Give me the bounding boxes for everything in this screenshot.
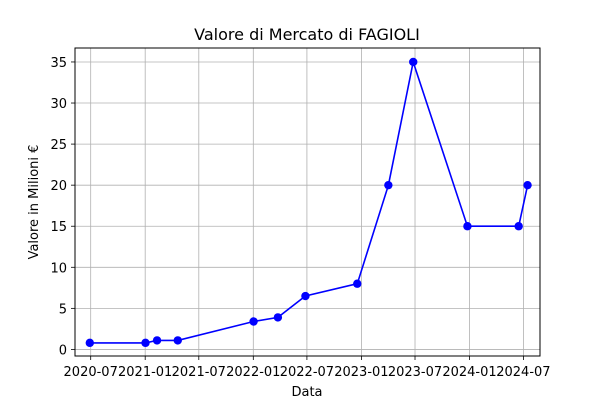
data-point [173, 336, 182, 345]
x-tick-label: 2023-07 [388, 365, 442, 380]
x-axis-label: Data [291, 385, 322, 400]
axis-ticks: 2020-07 2021-01 2021-07 2022-01 2022-07 2023-… [50, 56, 550, 380]
y-tick-label: 30 [50, 97, 67, 112]
data-point [353, 279, 362, 288]
grid-lines [75, 48, 540, 356]
x-tick-label: 2022-07 [280, 365, 334, 380]
data-point [273, 313, 283, 322]
y-axis-label: Valore in Milioni € [27, 145, 42, 260]
x-tick-label: 2023-01 [334, 365, 388, 380]
plot-frame [74, 47, 541, 357]
data-point [249, 317, 258, 326]
data-point [384, 180, 393, 190]
x-tick-label: 2021-01 [118, 365, 172, 380]
x-tick-label: 2020-07 [64, 365, 118, 380]
series-layer [85, 57, 532, 348]
x-tick-label: 2024-07 [496, 365, 550, 380]
y-tick-label: 0 [59, 343, 67, 358]
y-tick-label: 35 [50, 56, 67, 71]
y-tick-label: 5 [59, 302, 67, 317]
y-tick-label: 20 [50, 179, 67, 194]
x-tick-label: 2022-01 [226, 365, 280, 380]
data-point [463, 222, 472, 231]
data-point [85, 338, 95, 348]
x-tick-label: 2021-07 [172, 365, 226, 380]
x-tick-label: 2024-01 [442, 365, 496, 380]
plot-background [75, 48, 540, 356]
data-point [409, 57, 418, 67]
y-tick-label: 25 [50, 138, 67, 153]
data-point [301, 291, 310, 301]
chart-title: Valore di Mercato di FAGIOLI [194, 25, 420, 44]
data-point [514, 222, 523, 231]
data-point [152, 336, 162, 345]
y-tick-label: 15 [50, 220, 67, 235]
data-point [523, 180, 532, 190]
y-tick-label: 10 [50, 261, 67, 276]
data-point [141, 338, 150, 348]
